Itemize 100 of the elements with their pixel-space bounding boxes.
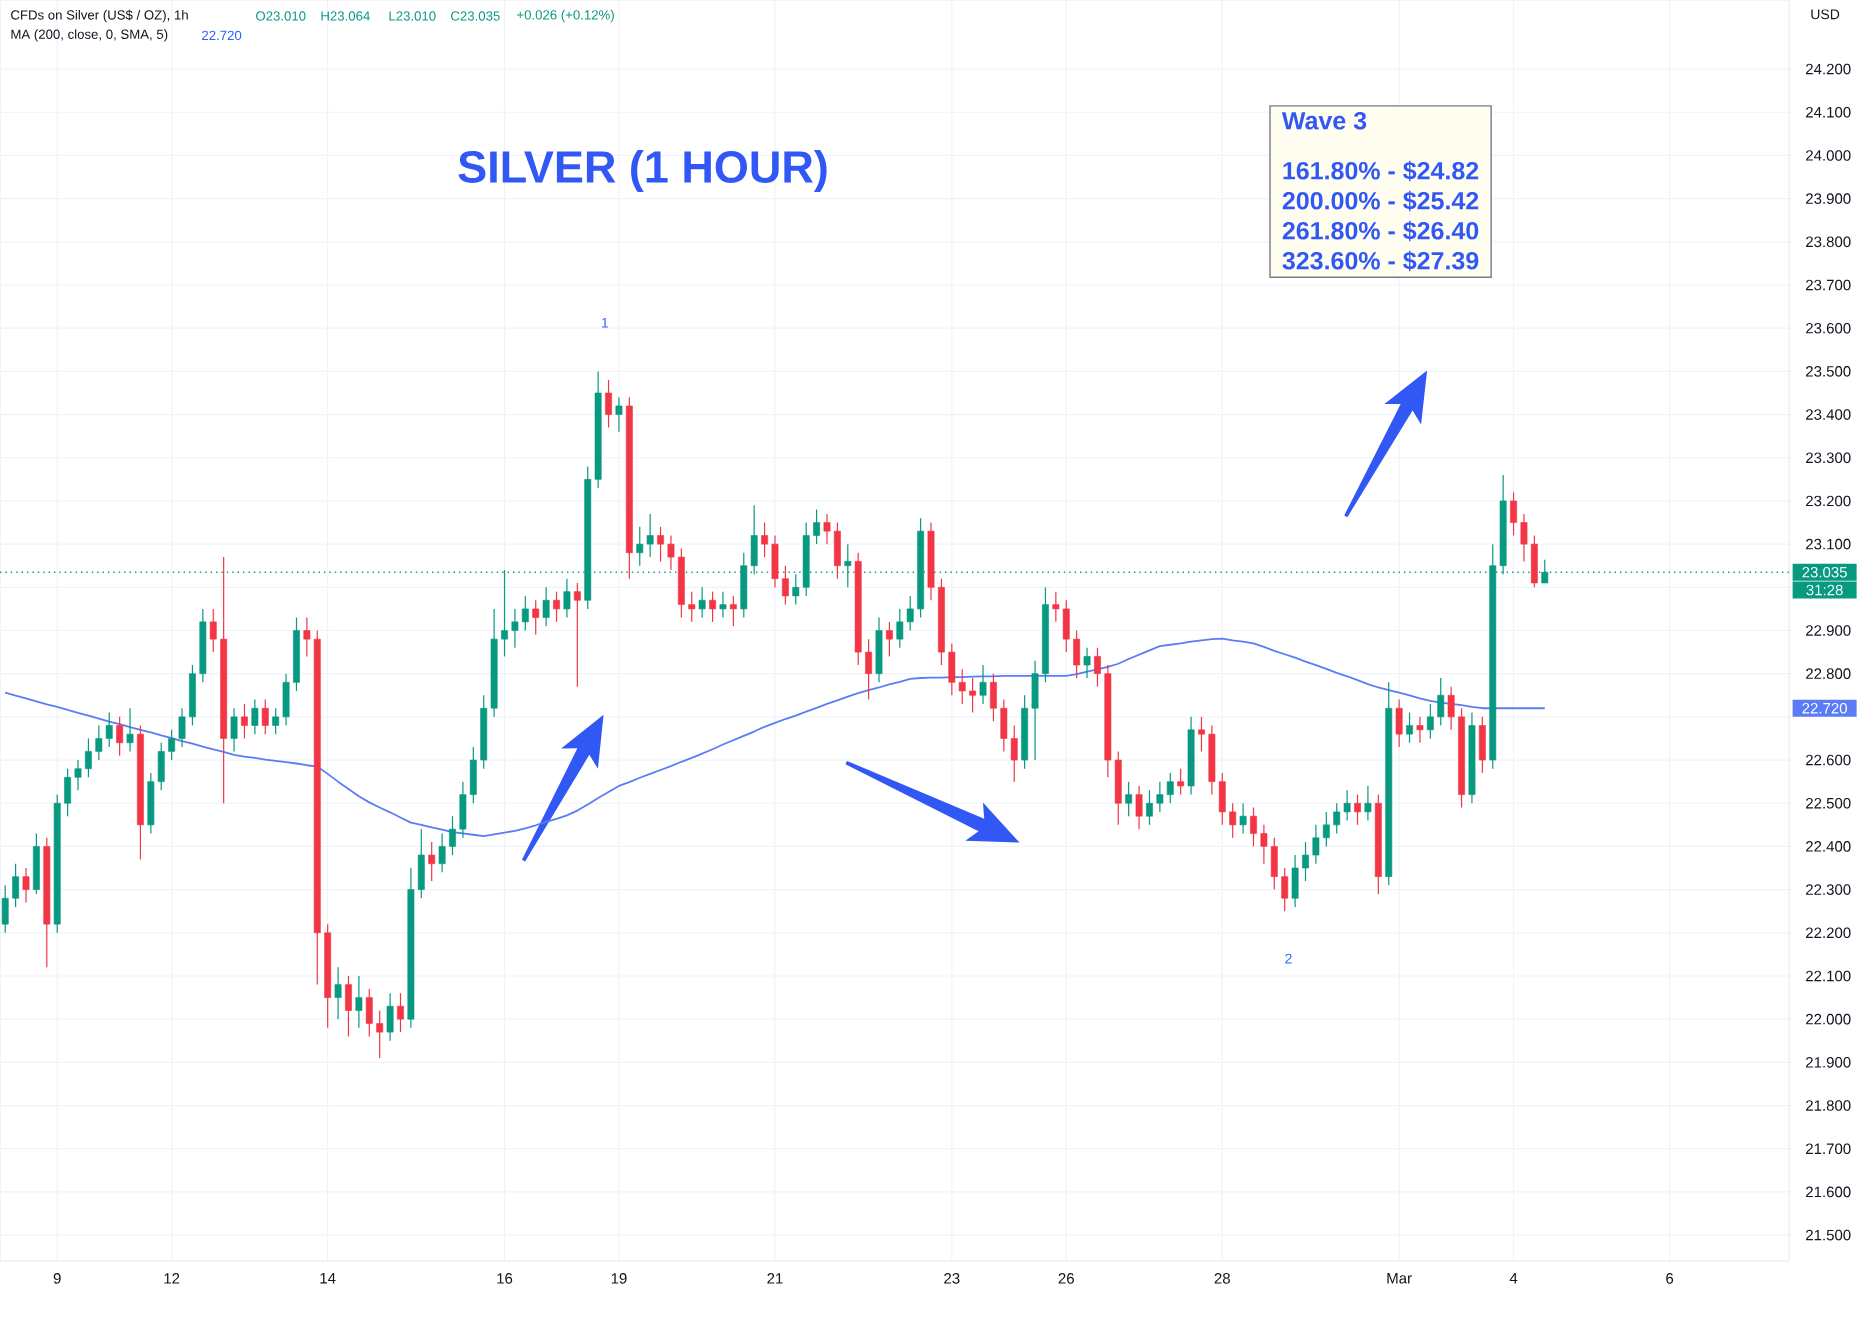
candlestick xyxy=(116,716,124,757)
x-tick-label: 28 xyxy=(1214,1273,1230,1284)
candlestick xyxy=(885,621,893,657)
candlestick xyxy=(1166,772,1174,804)
candlestick xyxy=(511,608,519,649)
candlestick xyxy=(1198,716,1205,753)
candlestick xyxy=(1312,824,1320,865)
candlestick xyxy=(449,815,456,856)
y-tick-label: 22.100 xyxy=(1806,970,1851,982)
candlestick xyxy=(542,586,550,627)
candlestick xyxy=(1135,785,1143,830)
candlestick xyxy=(1437,677,1445,727)
candlestick xyxy=(397,992,404,1033)
candlestick xyxy=(303,616,311,657)
candlestick xyxy=(719,591,727,619)
candlestick xyxy=(428,841,436,882)
candlestick xyxy=(1302,841,1309,882)
candlestick xyxy=(1364,785,1372,822)
annotation: C23.035 xyxy=(451,11,500,21)
x-tick-label: 14 xyxy=(320,1273,336,1284)
candlestick xyxy=(178,707,186,748)
x-tick-label: 9 xyxy=(53,1273,61,1284)
candlestick xyxy=(251,698,259,735)
candlestick xyxy=(209,608,217,653)
y-tick-label: 24.000 xyxy=(1806,150,1851,161)
candlestick xyxy=(563,578,571,619)
y-tick-label: 22.400 xyxy=(1806,841,1851,852)
text: CFDs on Silver (US$ / OZ), 1h xyxy=(11,9,188,23)
annotation: MA (200, close, 0, SMA, 5) xyxy=(11,29,168,42)
candlestick xyxy=(1322,811,1330,848)
y-tick-label: 23.800 xyxy=(1806,236,1851,248)
candlestick xyxy=(532,599,540,636)
candlestick xyxy=(1229,802,1237,839)
candlestick xyxy=(657,526,664,562)
candlestick xyxy=(615,396,623,433)
candlestick xyxy=(605,379,612,429)
candlestick xyxy=(376,1009,384,1059)
candlestick xyxy=(95,724,103,761)
candlestick xyxy=(636,526,644,567)
candlestick xyxy=(958,668,966,705)
annotation: Wave 3 xyxy=(1281,111,1367,130)
x-tick-label: 4 xyxy=(1509,1273,1518,1284)
candlestick xyxy=(1094,647,1101,688)
candlestick xyxy=(1520,513,1528,562)
text: 22.720 xyxy=(1802,702,1847,714)
candlestick xyxy=(1010,724,1018,783)
candlestick xyxy=(823,513,831,545)
annotation: 2 xyxy=(1285,953,1292,964)
candlestick xyxy=(355,975,363,1029)
candlestick xyxy=(1083,647,1091,679)
y-tick-label: 21.900 xyxy=(1806,1057,1851,1068)
candlestick xyxy=(1125,781,1133,817)
y-tick-label: 22.500 xyxy=(1806,797,1851,809)
candlestick xyxy=(126,707,134,753)
candlestick xyxy=(761,521,768,558)
y-tick-label: 21.600 xyxy=(1806,1186,1851,1198)
y-tick-label: 22.600 xyxy=(1806,754,1851,766)
candlestick xyxy=(438,832,446,873)
y-tick-label: 24.100 xyxy=(1806,106,1851,118)
candlestick xyxy=(1260,824,1268,865)
annotation: O23.010 xyxy=(256,11,306,21)
text: 31:28 xyxy=(1806,584,1843,596)
annotation: H23.064 xyxy=(321,11,370,21)
candlestick xyxy=(813,508,821,545)
annotation: 22.720 xyxy=(202,30,242,41)
candlestick xyxy=(1510,491,1517,537)
x-tick-label: 12 xyxy=(164,1273,180,1284)
x-tick-label: 6 xyxy=(1666,1273,1674,1284)
annotation: 1 xyxy=(601,317,608,328)
y-tick-label: 23.600 xyxy=(1806,322,1851,334)
candlestick xyxy=(105,711,113,748)
candlestick xyxy=(792,573,800,606)
x-tick-label: 26 xyxy=(1058,1273,1074,1284)
candlestick xyxy=(553,591,560,623)
x-tick-label: 16 xyxy=(497,1273,513,1284)
ref-line-label: 23.035 xyxy=(1802,566,1847,578)
y-tick-label: 22.900 xyxy=(1806,625,1851,636)
candlestick xyxy=(1406,711,1413,744)
annotation: 261.80% - $26.40 xyxy=(1282,220,1479,242)
candlestick xyxy=(1416,716,1424,744)
y-tick-label: 22.200 xyxy=(1806,927,1851,939)
candlestick xyxy=(1052,591,1060,623)
candlestick xyxy=(1354,794,1361,826)
candlestick xyxy=(261,698,269,735)
candlestick xyxy=(729,595,737,627)
candlestick xyxy=(12,863,20,908)
candlestick xyxy=(1447,686,1455,731)
candlestick xyxy=(979,664,987,705)
text: SILVER (1 HOUR) xyxy=(458,149,827,192)
x-tick-label: Mar xyxy=(1387,1273,1412,1284)
annotation: L23.010 xyxy=(389,11,436,21)
candlestick xyxy=(865,638,873,701)
candlestick xyxy=(1250,806,1257,848)
y-tick-label: 21.500 xyxy=(1806,1229,1851,1241)
candlestick xyxy=(1281,867,1289,912)
candlestick xyxy=(22,867,30,904)
y-tick-label: 24.200 xyxy=(1806,63,1851,75)
candlestick xyxy=(646,513,654,558)
x-tick-label: 19 xyxy=(611,1273,627,1284)
y-tick-label: 23.300 xyxy=(1806,452,1851,464)
